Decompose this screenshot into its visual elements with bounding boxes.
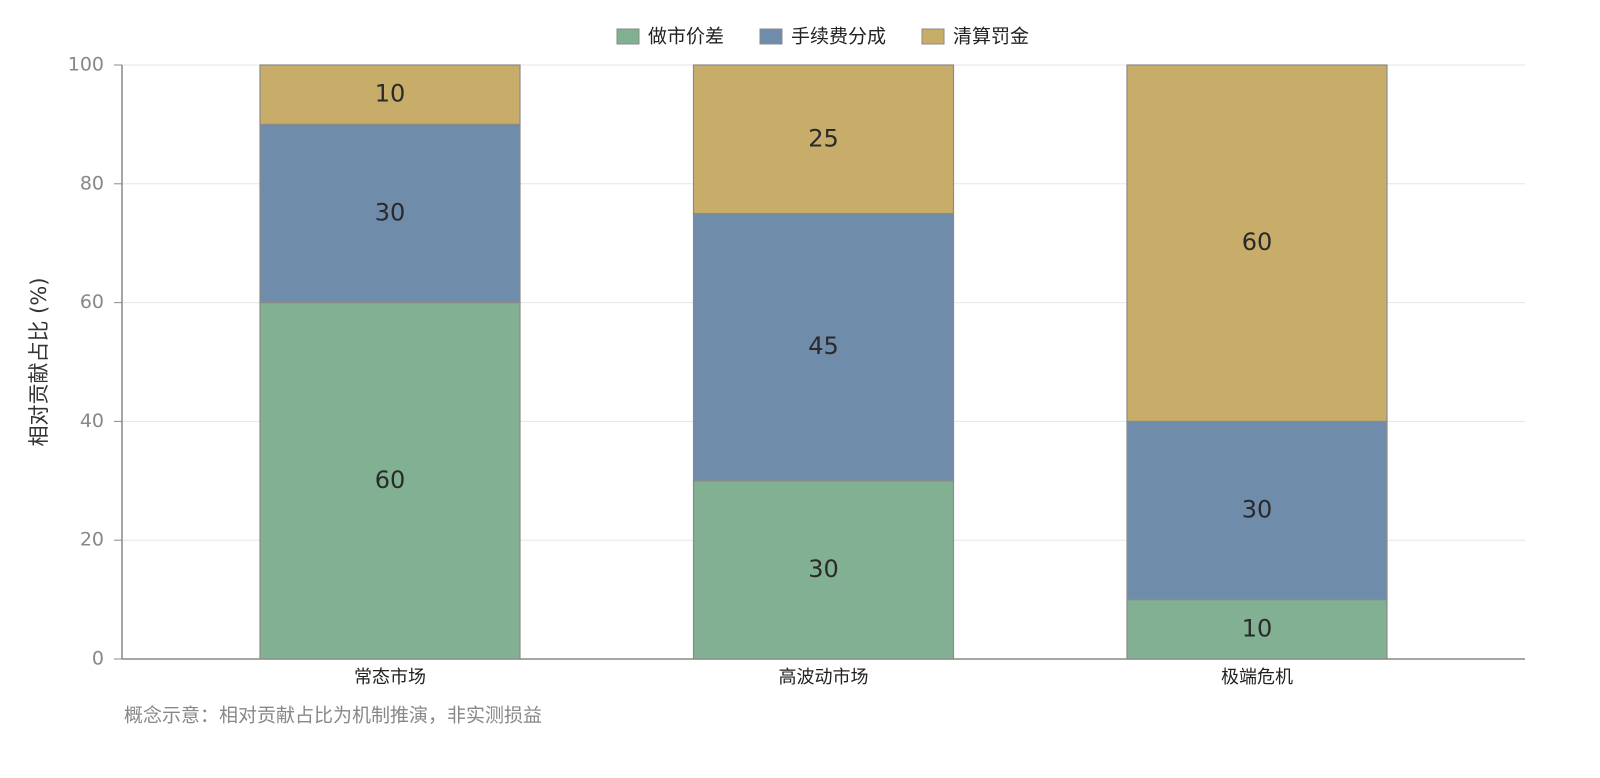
- y-tick-label: 60: [80, 291, 104, 313]
- data-label: 60: [375, 466, 406, 494]
- data-label: 10: [1242, 614, 1273, 642]
- x-tick-label: 高波动市场: [779, 667, 869, 688]
- legend-swatch: [759, 28, 783, 45]
- data-label: 25: [808, 124, 839, 152]
- bar-segment: [1126, 598, 1388, 660]
- y-tick-label: 20: [80, 529, 104, 551]
- data-label: 30: [808, 555, 839, 583]
- bar-segment: [259, 123, 521, 304]
- y-tick-label: 80: [80, 172, 104, 194]
- data-label: 30: [375, 199, 406, 227]
- data-label: 60: [1242, 228, 1273, 256]
- x-tick-label: 极端危机: [1221, 667, 1293, 688]
- x-tick-label: 常态市场: [354, 667, 426, 688]
- bar-segment: [692, 64, 955, 215]
- bar-segment: [1126, 420, 1388, 601]
- bar-segment: [259, 302, 521, 660]
- bar-segment: [692, 212, 955, 482]
- y-tick-label: 0: [92, 648, 104, 670]
- data-label: 45: [808, 332, 839, 360]
- data-label: 10: [375, 80, 406, 108]
- data-label: 30: [1242, 496, 1273, 524]
- y-tick-label: 100: [68, 54, 104, 76]
- legend-label: 清算罚金: [953, 26, 1029, 48]
- y-axis-label: 相对贡献占比 (%): [27, 277, 51, 446]
- legend-label: 手续费分成: [791, 26, 886, 48]
- legend-label: 做市价差: [648, 26, 724, 48]
- bar-segment: [259, 64, 521, 126]
- bar-segment: [1126, 64, 1388, 422]
- bar-segment: [692, 480, 955, 660]
- legend-swatch: [921, 28, 945, 45]
- annotation: 概念示意：相对贡献占比为机制推演，非实测损益: [124, 704, 542, 727]
- legend-swatch: [616, 28, 640, 45]
- y-tick-label: 40: [80, 410, 104, 432]
